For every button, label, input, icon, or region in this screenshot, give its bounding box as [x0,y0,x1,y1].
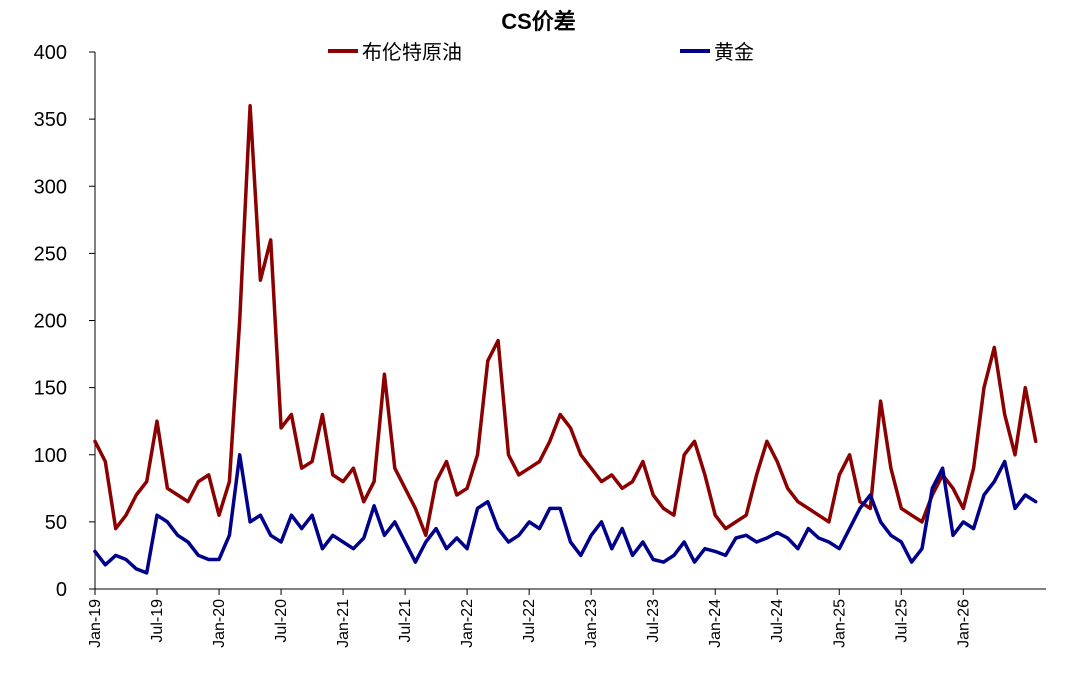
x-tick-label: Jul-24 [769,599,786,643]
legend-swatch-gold [680,48,710,53]
x-tick-label: Jan-19 [87,599,104,648]
x-tick-label: Jul-25 [893,599,910,643]
x-tick-label: Jul-21 [397,599,414,643]
y-tick-label: 350 [34,109,67,131]
x-tick-label: Jan-23 [583,599,600,648]
y-tick-label: 400 [34,42,67,64]
chart-title: CS价差 [501,9,576,34]
x-tick-label: Jan-20 [211,599,228,648]
series-line-gold [93,453,1038,575]
legend-label-gold: 黄金 [714,42,754,64]
y-tick-label: 0 [56,579,67,601]
legend-swatch-brent [328,48,358,53]
y-tick-label: 300 [34,176,67,198]
y-tick-label: 200 [34,311,67,333]
x-tick-label: Jul-20 [273,599,290,643]
x-tick-label: Jul-19 [149,599,166,643]
x-tick-label: Jan-26 [955,599,972,648]
y-tick-label: 100 [34,445,67,467]
legend-item-brent: 布伦特原油 [328,36,462,65]
legend-label-brent: 布伦特原油 [362,42,462,64]
axes: 0 50 100 150 200 250 300 350 400 Jan-19 Jul-19 Jan-… [34,42,1046,648]
legend: 布伦特原油 黄金 [0,36,1077,64]
series-lines [93,103,1038,575]
x-tick-label: Jan-25 [831,599,848,648]
x-tick-label: Jan-24 [707,599,724,648]
x-tick-label: Jan-22 [459,599,476,648]
x-tick-label: Jul-23 [645,599,662,643]
y-tick-label: 50 [45,512,67,534]
legend-item-gold: 黄金 [680,36,754,65]
y-tick-label: 150 [34,378,67,400]
x-tick-label: Jul-22 [521,599,538,643]
x-tick-label: Jan-21 [335,599,352,648]
y-tick-label: 250 [34,243,67,265]
series-line-brent [93,103,1038,538]
